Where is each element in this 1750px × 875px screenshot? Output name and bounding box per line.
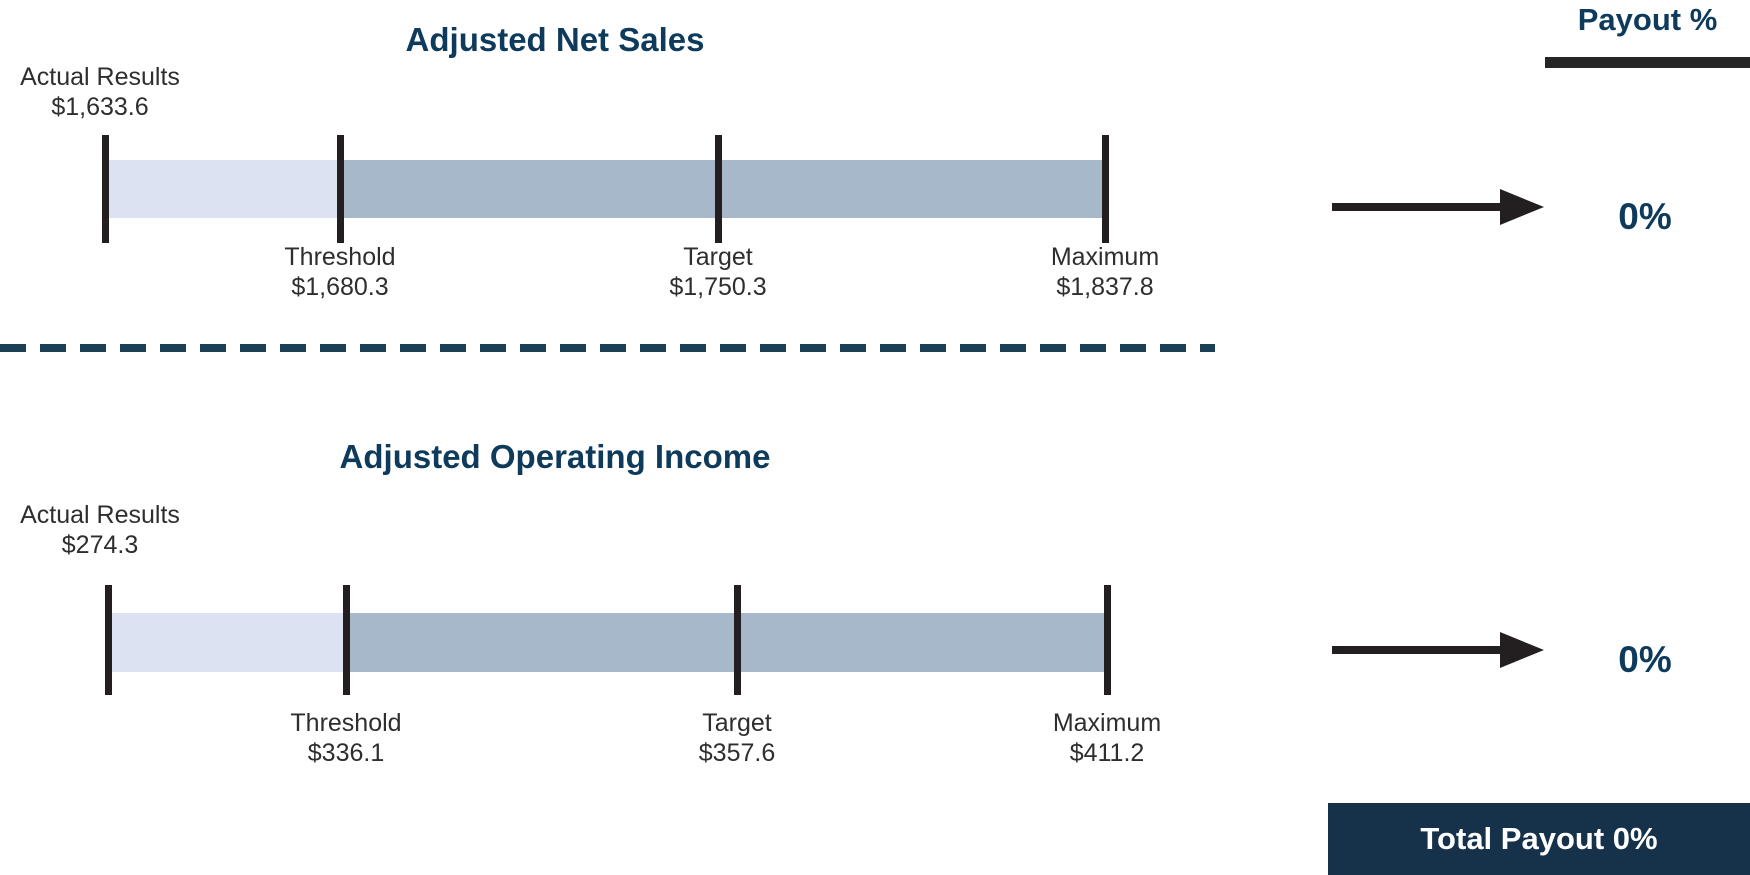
chart-2-maximum-label-block: Maximum $411.2: [1007, 708, 1207, 768]
chart-1-actual-tick: [102, 135, 109, 243]
marker-label: Threshold: [284, 243, 396, 271]
chart-2-actual-tick: [105, 585, 112, 695]
marker-value: $1,750.3: [669, 273, 767, 301]
chart-1-actual-results: Actual Results $1,633.6: [10, 62, 190, 122]
marker-label: Target: [702, 709, 772, 737]
right-arrow-icon: [1332, 632, 1544, 668]
chart-2-target-label-block: Target $357.6: [637, 708, 837, 768]
marker-label: Maximum: [1050, 243, 1160, 271]
chart-1-threshold-to-max-segment: [340, 160, 1105, 218]
marker-value: $1,680.3: [291, 273, 389, 301]
actual-results-value: $274.3: [61, 531, 139, 559]
marker-value: $336.1: [307, 739, 385, 767]
chart-2-target-tick: [734, 585, 741, 695]
chart-1-threshold-tick: [337, 135, 344, 243]
chart-1-payout-value: 0%: [1618, 196, 1672, 237]
chart-1-maximum-tick: [1102, 135, 1109, 243]
section-divider: [0, 344, 1215, 352]
marker-label: Target: [683, 243, 753, 271]
payout-column-header: Payout %: [1577, 2, 1718, 37]
marker-value: $357.6: [698, 739, 776, 767]
chart-1-below-threshold-segment: [105, 160, 340, 218]
total-payout-banner: Total Payout 0%: [1328, 803, 1750, 875]
chart-2-actual-results: Actual Results $274.3: [10, 500, 190, 560]
chart-1-threshold-label-block: Threshold $1,680.3: [240, 242, 440, 302]
chart-2-payout-value: 0%: [1618, 639, 1672, 680]
chart-1-target-tick: [715, 135, 722, 243]
marker-value: $411.2: [1069, 739, 1145, 767]
marker-label: Threshold: [290, 709, 402, 737]
marker-label: Maximum: [1052, 709, 1162, 737]
actual-results-value: $1,633.6: [51, 93, 149, 121]
chart-2-threshold-label-block: Threshold $336.1: [246, 708, 446, 768]
marker-value: $1,837.8: [1056, 273, 1154, 301]
actual-results-label: Actual Results: [20, 63, 180, 91]
chart-2-maximum-tick: [1104, 585, 1111, 695]
chart-1-maximum-label-block: Maximum $1,837.8: [1005, 242, 1205, 302]
chart-2-threshold-tick: [343, 585, 350, 695]
payout-header-underline: [1545, 57, 1750, 68]
actual-results-label: Actual Results: [20, 501, 180, 529]
right-arrow-icon: [1332, 189, 1544, 225]
chart-2-threshold-to-max-segment: [346, 613, 1104, 672]
chart-1-title: Adjusted Net Sales: [405, 21, 705, 58]
chart-2-title: Adjusted Operating Income: [339, 438, 771, 475]
chart-2-below-threshold-segment: [108, 613, 346, 672]
chart-1-target-label-block: Target $1,750.3: [618, 242, 818, 302]
